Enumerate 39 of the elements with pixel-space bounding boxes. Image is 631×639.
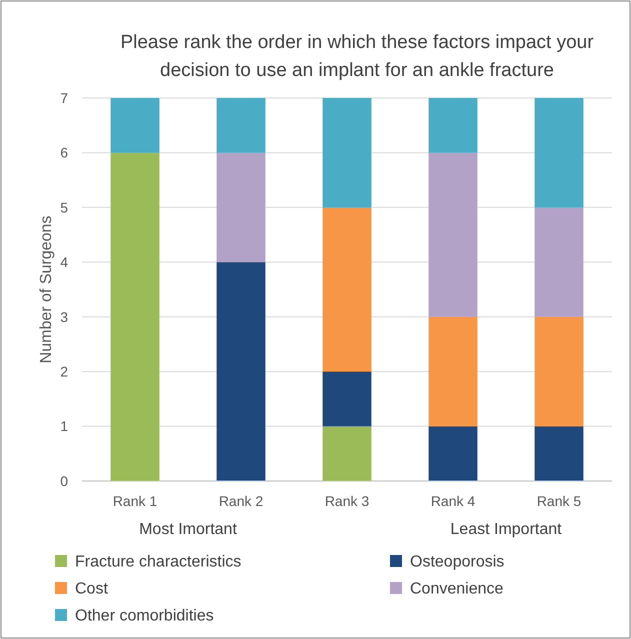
bar [428,98,478,153]
x-tick-label: Rank 1 [112,493,158,509]
x-tick-label: Rank 2 [218,493,264,509]
y-tick-label: 2 [60,363,68,380]
legend-label: Convenience [410,580,504,598]
bar [534,316,584,426]
bar [110,152,160,481]
y-tick-label: 6 [60,144,68,161]
y-tick-label: 4 [60,254,68,270]
bar [428,426,478,481]
y-tick-label: 0 [60,472,68,489]
y-tick-label: 1 [60,418,68,434]
legend-label: Osteoporosis [410,554,504,571]
text: Least Important [450,521,562,538]
x-tick-label: Rank 5 [536,493,582,509]
x-tick-label: Rank 3 [324,493,370,509]
legend-label: Cost [75,580,108,598]
bar [322,426,372,481]
bar [216,98,266,153]
y-axis-title: Number of Surgeons [38,216,55,364]
bar [534,207,584,317]
bar [534,98,584,208]
bar [216,262,266,481]
bar [322,207,372,372]
bar [322,98,372,208]
y-tick-label: 3 [60,308,68,325]
bar [428,316,478,426]
y-tick-label: 5 [60,199,68,216]
bar [216,152,266,262]
bar [428,152,478,317]
bar [534,426,584,481]
x-tick-label: Rank 4 [430,493,476,509]
bar [322,372,372,426]
legend-label: Fracture characteristics [75,554,242,571]
bar [110,98,160,153]
y-tick-label: 7 [60,90,68,106]
legend-label: Other comorbidities [75,608,214,625]
text: Most Imortant [139,521,238,538]
chart-title: Please rank the order in which these factors impact your decision to use an implant for an ankle fracture [120,32,594,81]
